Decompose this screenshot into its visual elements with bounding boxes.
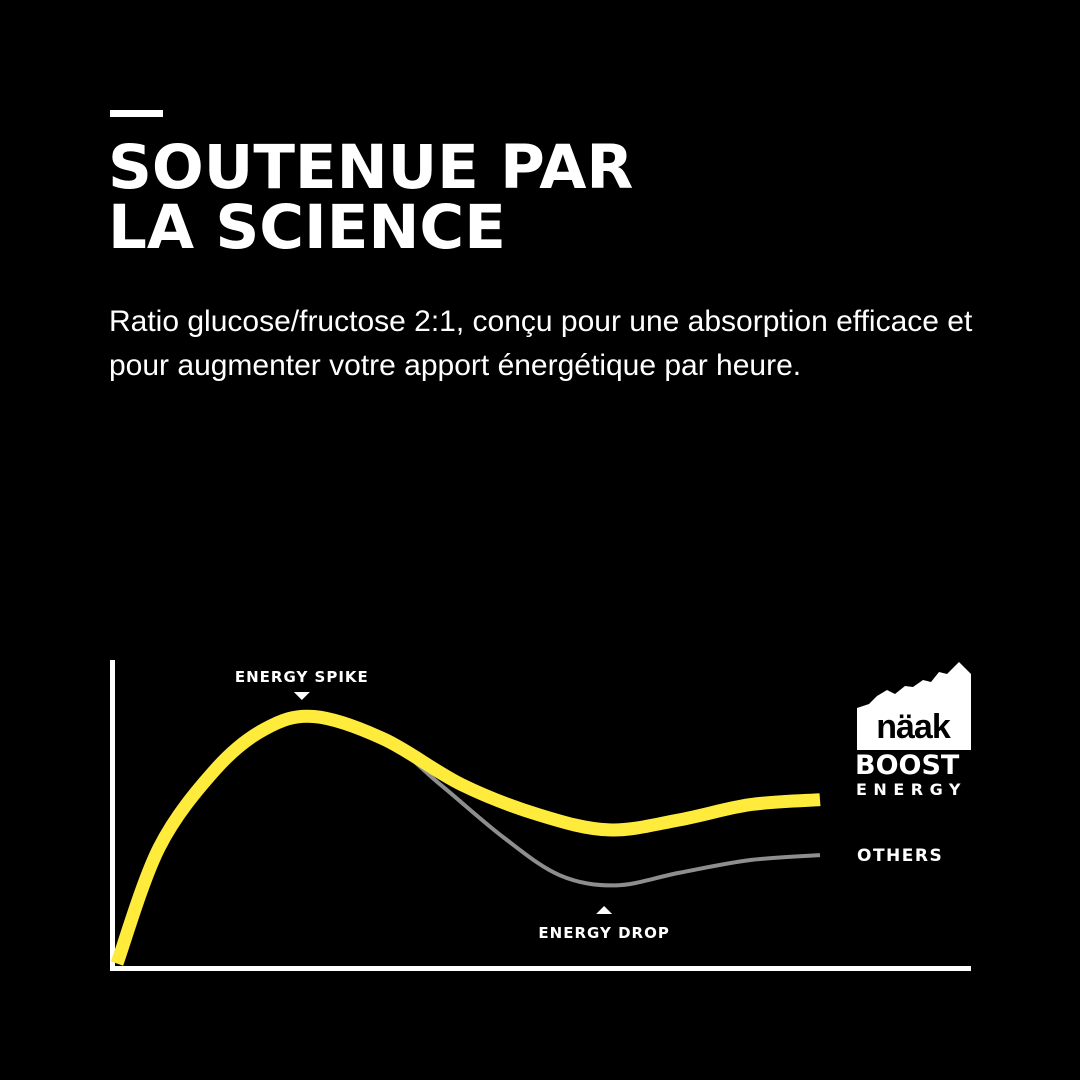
legend-others: OTHERS xyxy=(857,846,944,866)
triangle-down-icon xyxy=(293,692,310,700)
product-name-energy: ENERGY xyxy=(856,780,967,799)
annotation-label-1: ENERGY DROP xyxy=(538,924,669,942)
title-line-1: SOUTENUE PAR xyxy=(108,132,634,203)
series-line-naak xyxy=(110,709,821,966)
brand-logo: näak BOOST ENERGY xyxy=(855,660,973,799)
x-axis xyxy=(110,966,971,971)
page-title: SOUTENUE PAR LA SCIENCE xyxy=(108,132,634,263)
y-axis xyxy=(110,660,115,971)
annotation-label-0: ENERGY SPIKE xyxy=(235,668,369,686)
accent-dash xyxy=(110,110,163,117)
product-name-boost: BOOST xyxy=(855,750,960,781)
triangle-up-icon xyxy=(596,906,613,914)
mountain-logo-icon xyxy=(857,662,971,752)
subtitle: Ratio glucose/fructose 2:1, conçu pour u… xyxy=(109,305,973,382)
logo-text: näak xyxy=(876,708,951,746)
title-line-2: LA SCIENCE xyxy=(108,192,506,263)
